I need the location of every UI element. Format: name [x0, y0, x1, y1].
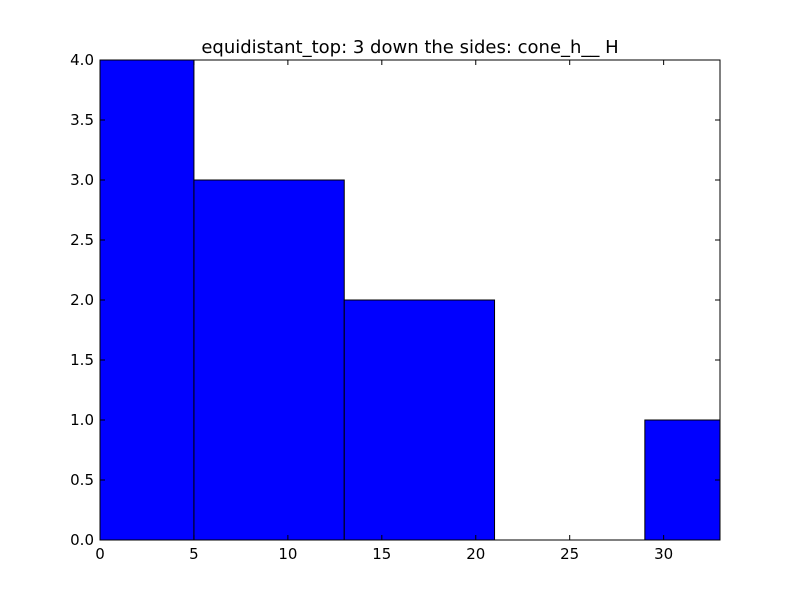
x-tick-label: 30	[654, 545, 673, 563]
x-tick-label: 10	[278, 545, 297, 563]
y-tick-label: 1.5	[70, 351, 94, 369]
x-tick-label: 5	[189, 545, 199, 563]
y-tick-label: 3.5	[70, 111, 94, 129]
x-tick-label: 25	[560, 545, 579, 563]
plot-frame	[99, 59, 721, 541]
histogram-bar-2	[343, 299, 496, 541]
histogram-bar-1	[193, 179, 345, 541]
x-tick-label: 0	[95, 545, 105, 563]
y-tick-label: 1.0	[70, 411, 94, 429]
y-tick-label: 2.5	[70, 231, 94, 249]
y-tick-label: 0.0	[70, 531, 94, 549]
y-tick-label: 3.0	[70, 171, 94, 189]
y-tick-label: 2.0	[70, 291, 94, 309]
x-axis: 0 5 10 15 20 25 30	[95, 60, 673, 563]
bars-group	[99, 59, 721, 541]
histogram-bar-4	[644, 419, 721, 541]
y-tick-label: 0.5	[70, 471, 94, 489]
chart-title: equidistant_top: 3 down the sides: cone_…	[201, 37, 618, 58]
x-tick-label: 15	[372, 545, 391, 563]
y-axis: 0.0 0.5 1.0 1.5 2.0 2.5 3.0 3.5 4.0	[70, 51, 720, 549]
histogram-bar-0	[99, 59, 195, 541]
x-tick-label: 20	[466, 545, 485, 563]
y-tick-label: 4.0	[70, 51, 94, 69]
